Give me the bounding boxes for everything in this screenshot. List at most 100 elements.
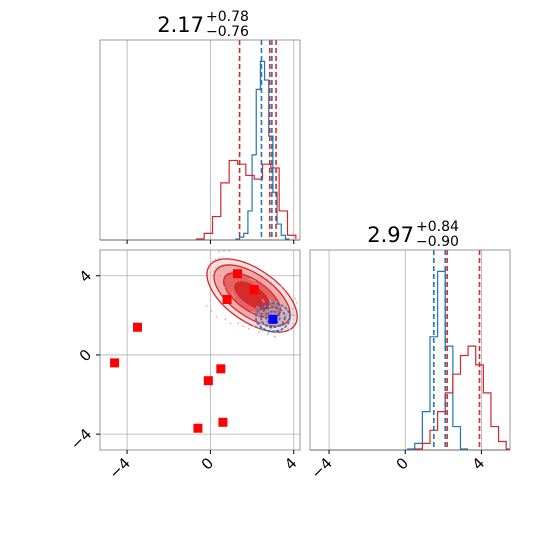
red-sample-point [260, 279, 263, 281]
red-sample-point [303, 308, 305, 310]
hist-top-background [100, 40, 300, 240]
red-sample-point [205, 305, 208, 307]
red-sample-point [270, 281, 272, 283]
blue-sample-point [262, 300, 265, 303]
red-marker [216, 364, 226, 374]
blue-sample-point [288, 328, 291, 331]
red-marker [193, 423, 203, 433]
red-sample-point [306, 333, 308, 335]
red-sample-point [217, 265, 219, 267]
blue-sample-point [257, 314, 260, 316]
red-sample-point [295, 302, 298, 304]
red-marker [218, 417, 228, 427]
red-sample-point [214, 267, 217, 270]
red-sample-point [217, 281, 219, 284]
hist-right-title-value: 2.97 [367, 223, 414, 247]
red-sample-point [210, 310, 212, 313]
blue-sample-point [261, 319, 264, 321]
scatter-panel [99, 245, 308, 451]
blue-sample-point [255, 325, 257, 327]
scatter-ytick-label: 4 [76, 267, 95, 286]
hist-right-frame [309, 249, 511, 451]
red-sample-point [217, 278, 220, 281]
blue-sample-point [261, 299, 264, 302]
blue-sample-point [279, 319, 282, 322]
red-marker [233, 269, 242, 279]
blue-sample-point [278, 297, 281, 300]
blue-contour-level [260, 306, 286, 329]
red-sample-point [224, 318, 227, 320]
hist-top-title-upper: +0.78 [206, 9, 249, 25]
blue-sample-point [250, 317, 253, 320]
blue-sample-point [293, 314, 296, 316]
red-sample-point [225, 291, 227, 294]
red-sample-point [304, 313, 306, 315]
blue-sample-point [274, 323, 277, 326]
red-sample-point [238, 246, 240, 248]
red-sample-point [283, 289, 286, 292]
scatter-frame [99, 249, 301, 451]
red-sample-point [218, 257, 220, 259]
hist-top-title-lower: −0.76 [206, 24, 249, 40]
red-marker [110, 358, 120, 368]
blue-sample-point [271, 323, 274, 326]
blue-sample-point [274, 303, 277, 305]
red-sample-point [223, 250, 225, 252]
blue-marker [268, 314, 278, 324]
red-sample-point [232, 294, 234, 297]
red-marker [133, 322, 142, 332]
red-sample-point [232, 245, 234, 247]
hist-right-xtick-label: −4 [308, 454, 336, 482]
red-sample-point [264, 323, 266, 325]
blue-sample-point [265, 321, 268, 324]
blue-sample-point [263, 316, 266, 318]
hist-right-title: 2.97 +0.84−0.90 [367, 219, 459, 250]
blue-sample-point [272, 308, 275, 311]
red-sample-point [237, 322, 240, 325]
blue-sample-point [283, 302, 286, 305]
red-sample-point [257, 326, 260, 329]
scatter-xtick-label: 4 [281, 454, 300, 473]
red-sample-point [252, 325, 255, 328]
red-sample-point [249, 278, 251, 280]
blue-sample-point [266, 310, 269, 313]
scatter-ytick-label: 0 [76, 346, 95, 365]
red-sample-point [273, 284, 275, 286]
red-sample-point [223, 286, 226, 289]
hist-right-series-group [407, 250, 510, 450]
scatter-xtick-label: 0 [198, 454, 217, 473]
blue-sample-point [282, 317, 285, 320]
scatter-ytick-label: −4 [67, 425, 95, 453]
hist-right-background [310, 250, 510, 450]
red-sample-point [263, 281, 266, 283]
blue-sample-point [286, 313, 289, 316]
red-sample-point [266, 278, 269, 280]
red-sample-point [267, 323, 270, 326]
red-sample-point [294, 297, 296, 300]
blue-sample-point [262, 311, 265, 314]
red-sample-point [280, 285, 283, 288]
blue-sample-point [279, 313, 282, 316]
blue-sample-point [269, 299, 272, 301]
blue-sample-point [291, 307, 294, 310]
blue-sample-point [268, 305, 271, 308]
red-sample-point [242, 325, 245, 328]
blue-sample-point [292, 322, 295, 325]
red-sample-point [270, 308, 273, 311]
red-sample-point [304, 317, 306, 319]
hist-right-title-lower: −0.90 [416, 234, 459, 250]
red-sample-point [213, 269, 215, 272]
scatter-clip-group [110, 245, 308, 433]
hist-top-title-value: 2.17 [157, 13, 204, 37]
hist-top-series-0 [235, 60, 290, 240]
blue-sample-point [273, 335, 276, 338]
hist-right-title-upper: +0.84 [416, 219, 459, 235]
red-sample-point [224, 289, 227, 291]
hist-right-xtick-label: 0 [393, 454, 412, 473]
blue-sample-point [275, 331, 278, 334]
blue-sample-point [269, 301, 272, 303]
blue-sample-point [253, 311, 256, 314]
blue-sample-point [267, 333, 269, 336]
red-marker [249, 285, 259, 295]
